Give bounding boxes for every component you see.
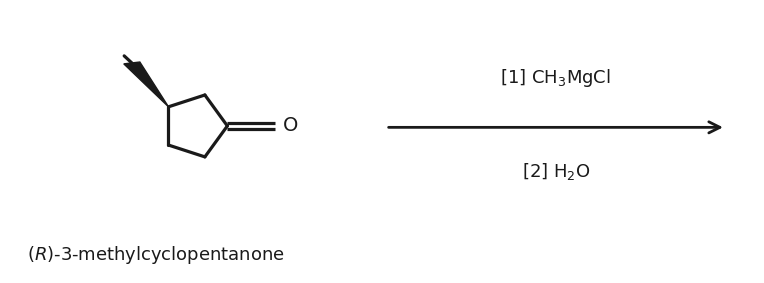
Text: O: O [283, 116, 299, 136]
Text: [1] CH$_3$MgCl: [1] CH$_3$MgCl [500, 67, 611, 89]
Polygon shape [124, 62, 169, 107]
Text: ($\mathit{R}$)-3-methylcyclopentanone: ($\mathit{R}$)-3-methylcyclopentanone [27, 244, 284, 266]
Text: [2] H$_2$O: [2] H$_2$O [522, 161, 590, 182]
